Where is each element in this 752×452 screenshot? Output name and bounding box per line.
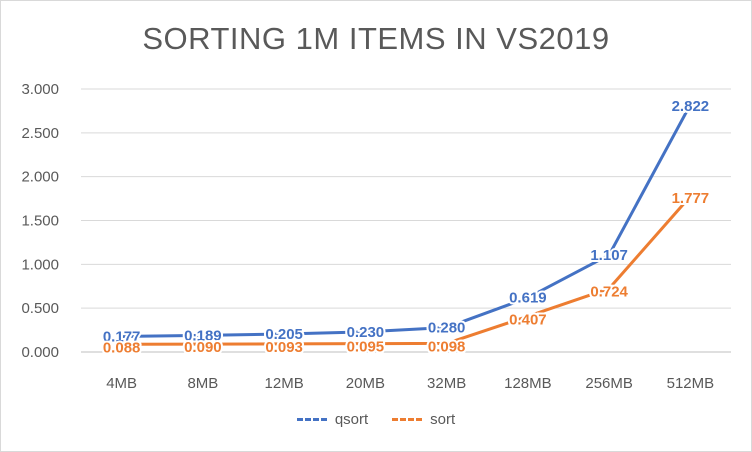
chart-title: SORTING 1M ITEMS IN VS2019 — [142, 21, 610, 56]
legend-item-qsort: qsort — [296, 411, 369, 428]
x-tick-label: 256MB — [585, 375, 633, 392]
y-tick-label: 0.000 — [21, 344, 59, 361]
data-label-qsort: 0.189 — [184, 327, 222, 344]
legend-item-sort: sort — [392, 411, 455, 428]
y-tick-label: 1.000 — [21, 256, 59, 273]
data-label-qsort: 0.205 — [265, 326, 303, 343]
data-label-qsort: 0.280 — [428, 319, 466, 336]
data-label-qsort: 0.177 — [103, 328, 141, 345]
legend-label: qsort — [334, 411, 369, 428]
series-line-sort — [120, 194, 692, 346]
data-label-qsort: 0.230 — [347, 324, 385, 341]
data-label-sort: 0.098 — [428, 338, 466, 355]
legend-swatch — [392, 418, 423, 421]
y-tick-label: 3.000 — [21, 81, 59, 98]
chart-legend: qsort sort — [1, 411, 751, 428]
y-tick-label: 1.500 — [21, 213, 59, 230]
x-tick-label: 8MB — [187, 375, 218, 392]
legend-label: sort — [430, 411, 456, 428]
series-line-qsort — [120, 103, 692, 338]
data-label-qsort: 0.619 — [509, 290, 547, 307]
data-label-sort: 0.095 — [347, 339, 385, 356]
x-tick-label: 4MB — [106, 375, 137, 392]
data-label-qsort: 1.107 — [590, 247, 628, 264]
x-tick-label: 512MB — [667, 375, 715, 392]
data-label-sort: 0.088 — [103, 339, 141, 356]
data-label-qsort: 2.822 — [672, 98, 710, 115]
x-tick-label: 12MB — [265, 375, 304, 392]
data-label-sort: 1.777 — [672, 190, 710, 207]
data-label-sort: 0.724 — [590, 284, 628, 301]
data-label-sort: 0.407 — [509, 311, 547, 328]
x-tick-label: 20MB — [346, 375, 385, 392]
x-tick-label: 128MB — [504, 375, 552, 392]
y-tick-label: 2.000 — [21, 169, 59, 186]
data-label-sort: 0.093 — [265, 339, 303, 356]
y-tick-label: 0.500 — [21, 300, 59, 317]
x-tick-label: 32MB — [427, 375, 466, 392]
data-label-sort: 0.090 — [184, 339, 222, 356]
legend-swatch — [296, 418, 327, 421]
y-tick-label: 2.500 — [21, 125, 59, 142]
